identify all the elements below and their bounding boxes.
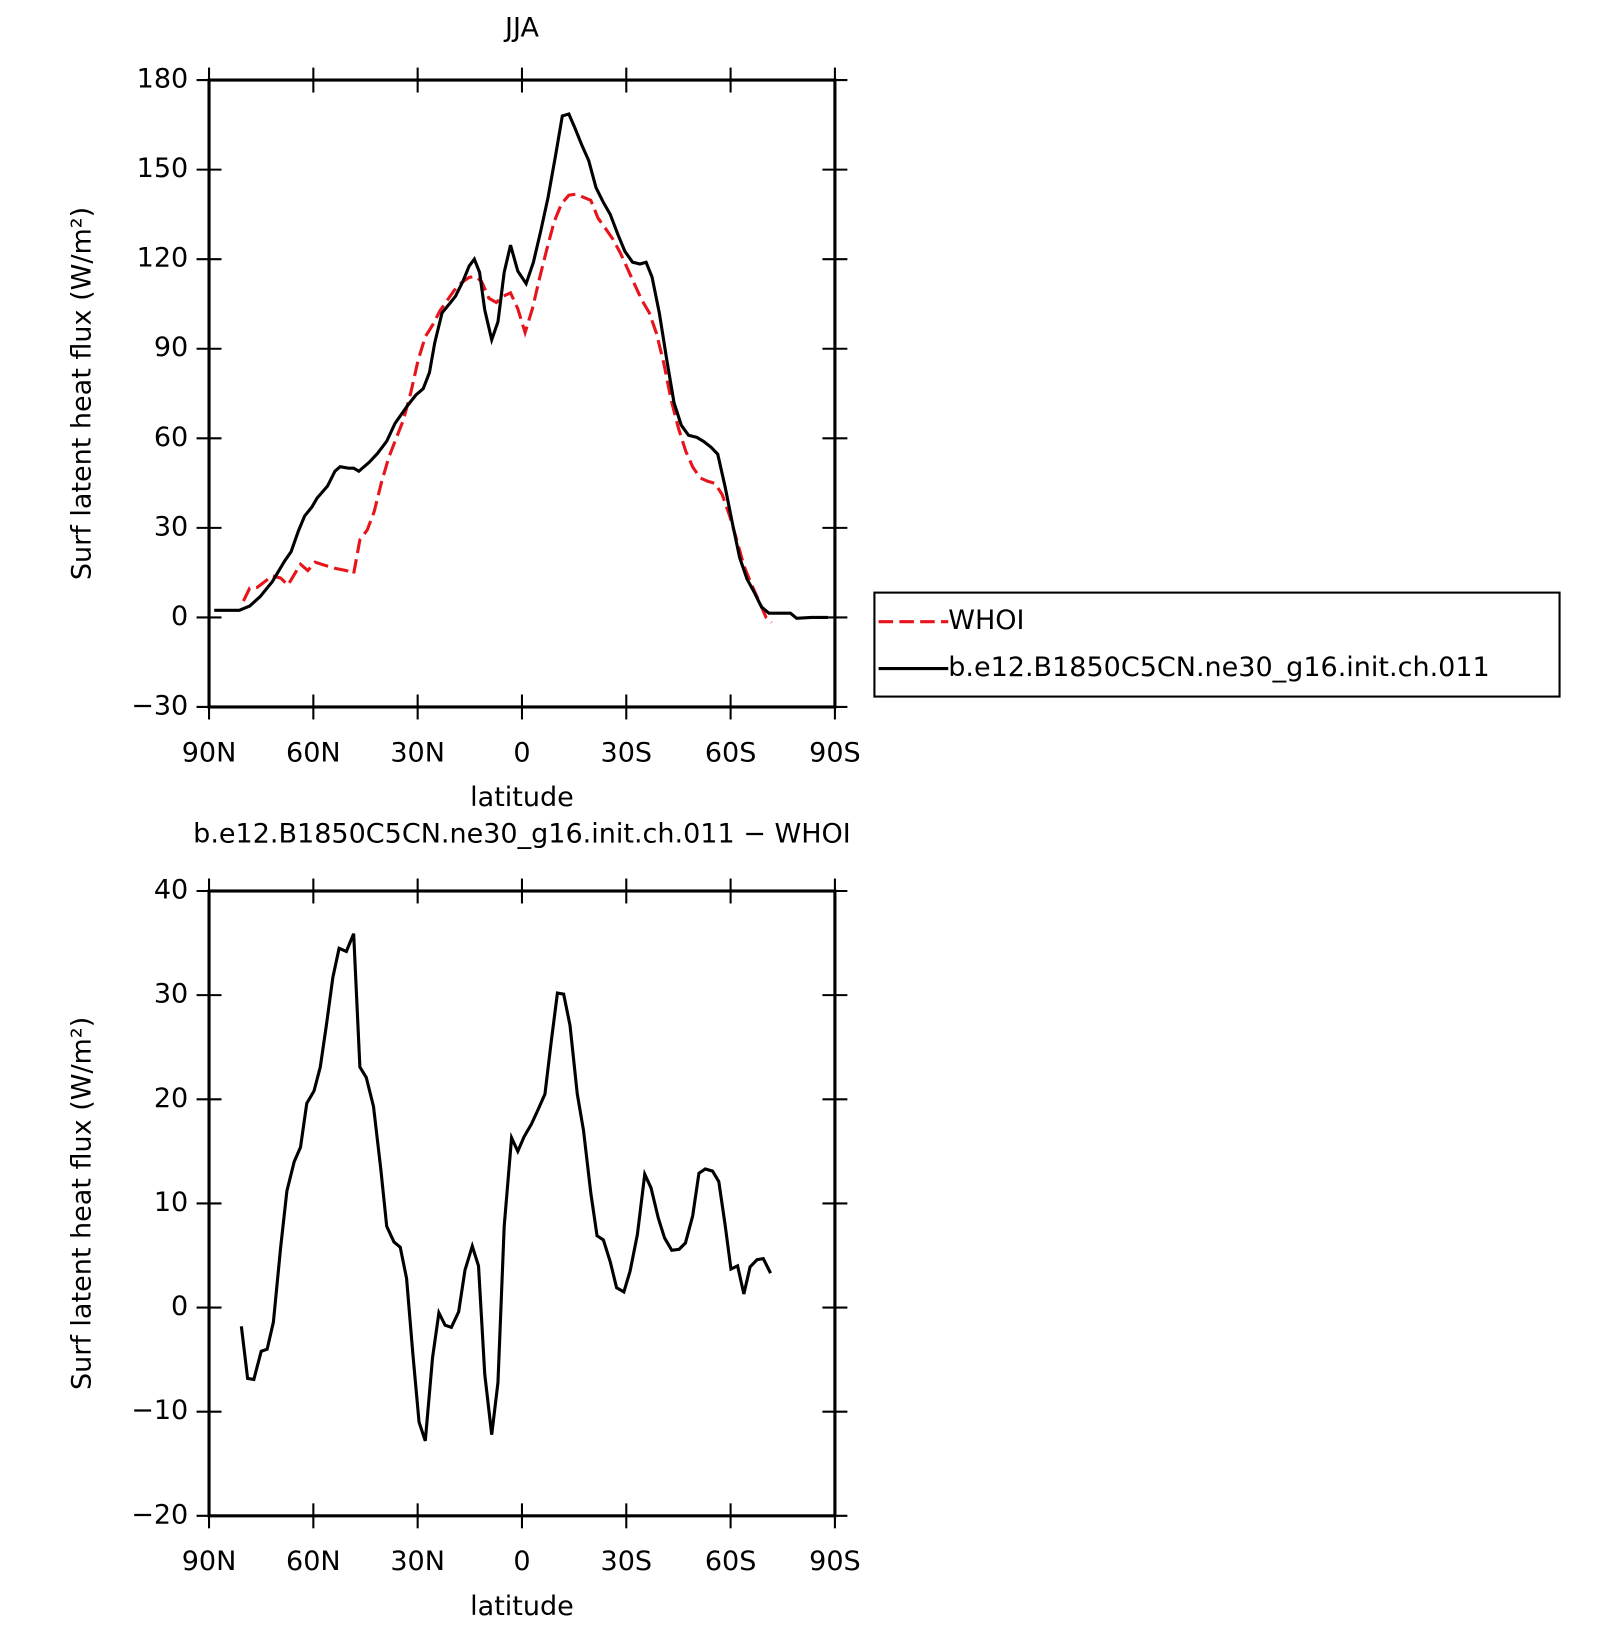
y-tick-label: −30	[131, 690, 188, 721]
chart-title: JJA	[503, 13, 539, 44]
x-tick-label: 90N	[182, 737, 237, 768]
x-tick-label: 90S	[809, 737, 861, 768]
x-tick-label: 90S	[809, 1546, 861, 1577]
y-tick-label: 40	[154, 874, 188, 905]
x-tick-label: 60S	[705, 1546, 757, 1577]
x-tick-label: 60N	[286, 1546, 341, 1577]
y-tick-label: 30	[154, 511, 188, 542]
y-tick-label: 60	[154, 422, 188, 453]
y-axis-label: Surf latent heat flux (W/m²)	[67, 1017, 98, 1390]
x-tick-label: 60N	[286, 737, 341, 768]
x-tick-label: 30S	[601, 1546, 653, 1577]
legend-label: b.e12.B1850C5CN.ne30_g16.init.ch.011	[948, 652, 1490, 683]
y-tick-label: 10	[154, 1187, 188, 1218]
data-line	[214, 112, 828, 620]
y-tick-label: −10	[131, 1395, 188, 1426]
y-tick-label: 20	[154, 1083, 188, 1114]
y-tick-label: 30	[154, 979, 188, 1010]
y-tick-label: 90	[154, 332, 188, 363]
x-tick-label: 30N	[390, 737, 445, 768]
data-line	[239, 933, 772, 1442]
x-tick-label: 90N	[182, 1546, 237, 1577]
y-tick-label: 120	[137, 243, 189, 274]
x-axis-label: latitude	[470, 782, 574, 813]
y-tick-label: 150	[137, 153, 189, 184]
legend-box	[873, 591, 1561, 698]
plot-frame	[207, 78, 837, 709]
x-tick-label: 60S	[705, 737, 757, 768]
y-tick-label: 0	[171, 1291, 188, 1322]
chart-title: b.e12.B1850C5CN.ne30_g16.init.ch.011 − W…	[193, 818, 851, 849]
y-tick-label: −20	[131, 1499, 188, 1530]
x-tick-label: 0	[513, 737, 530, 768]
y-axis-label: Surf latent heat flux (W/m²)	[67, 207, 98, 580]
y-tick-label: 0	[171, 601, 188, 632]
legend-label: WHOI	[948, 605, 1024, 636]
x-tick-label: 30N	[390, 1546, 445, 1577]
plot-frame	[207, 889, 837, 1518]
data-line	[242, 192, 773, 624]
x-axis-label: latitude	[470, 1591, 574, 1622]
x-tick-label: 0	[513, 1546, 530, 1577]
x-tick-label: 30S	[601, 737, 653, 768]
y-tick-label: 180	[137, 64, 189, 95]
